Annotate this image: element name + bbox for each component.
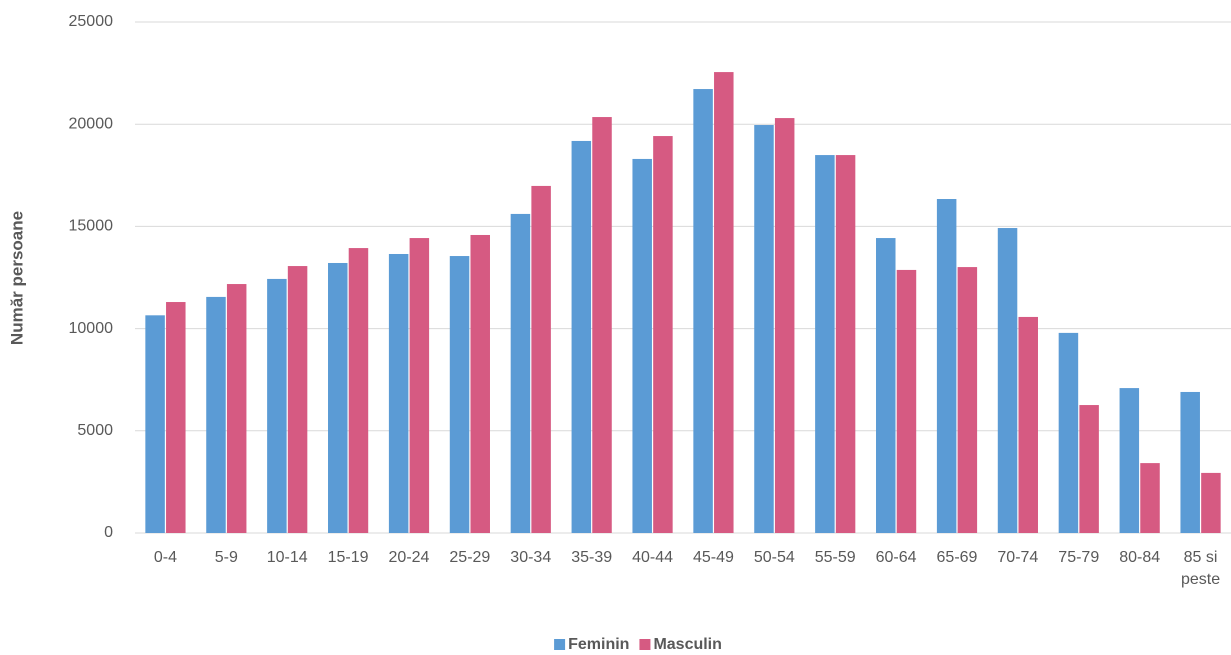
legend-swatch <box>554 639 566 650</box>
bar <box>632 158 652 533</box>
x-tick-label: 80-84 <box>1119 549 1161 566</box>
bar <box>145 315 165 533</box>
y-axis-label: Număr persoane <box>7 211 26 345</box>
bar <box>1079 405 1099 533</box>
bar <box>348 248 369 533</box>
y-tick-label: 0 <box>104 524 113 541</box>
bar <box>1140 463 1160 533</box>
bar <box>1201 472 1221 533</box>
bar <box>592 117 612 534</box>
bar <box>470 234 490 533</box>
y-tick-label: 25000 <box>69 13 114 30</box>
bar <box>166 302 186 533</box>
x-tick-label: 65-69 <box>936 549 978 566</box>
bar <box>714 72 734 533</box>
bar <box>1018 316 1038 533</box>
x-tick-label: 85 si peste <box>1180 549 1221 588</box>
bar <box>449 256 470 533</box>
bar <box>1119 388 1140 533</box>
bar <box>876 238 896 534</box>
x-tick-label: 5-9 <box>214 549 238 566</box>
x-tick-label: 35-39 <box>571 549 613 566</box>
x-tick-label: 75-79 <box>1058 549 1100 566</box>
bar <box>936 199 957 533</box>
bar <box>896 269 917 533</box>
x-tick-label: 15-19 <box>327 549 369 566</box>
bar <box>267 278 287 533</box>
y-tick-label: 5000 <box>77 422 113 439</box>
x-tick-label: 10-14 <box>266 549 308 566</box>
y-tick-label: 15000 <box>69 218 114 235</box>
bar <box>531 185 551 533</box>
bar <box>835 155 856 534</box>
bar <box>388 253 409 533</box>
bar <box>206 296 226 533</box>
x-tick-label: 50-54 <box>753 549 795 566</box>
x-tick-label: 30-34 <box>510 549 552 566</box>
legend-swatch <box>639 639 651 650</box>
bar <box>1180 391 1200 533</box>
bar <box>653 136 673 533</box>
x-tick-label: 55-59 <box>814 549 856 566</box>
x-tick-label: 40-44 <box>632 549 673 566</box>
bar <box>1058 332 1079 533</box>
legend-label: Masculin <box>653 636 721 653</box>
bar <box>328 262 348 533</box>
bar <box>510 213 531 534</box>
x-tick-label: 60-64 <box>875 549 917 566</box>
x-tick-label: 70-74 <box>997 549 1039 566</box>
bar <box>997 228 1018 533</box>
bar <box>226 284 247 533</box>
bar <box>957 267 978 533</box>
x-tick-label: 25-29 <box>449 549 491 566</box>
x-tick-label: 0-4 <box>153 549 177 566</box>
x-tick-label: 20-24 <box>388 549 430 566</box>
bar <box>774 118 795 534</box>
bar <box>754 125 774 533</box>
bar <box>815 155 835 534</box>
y-tick-label: 10000 <box>69 320 114 337</box>
y-tick-label: 20000 <box>69 115 114 132</box>
legend-label: Feminin <box>568 636 629 653</box>
bar <box>409 238 430 534</box>
bar <box>571 140 592 533</box>
bar <box>287 266 308 533</box>
x-tick-label: 45-49 <box>692 549 734 566</box>
bar <box>693 89 713 533</box>
